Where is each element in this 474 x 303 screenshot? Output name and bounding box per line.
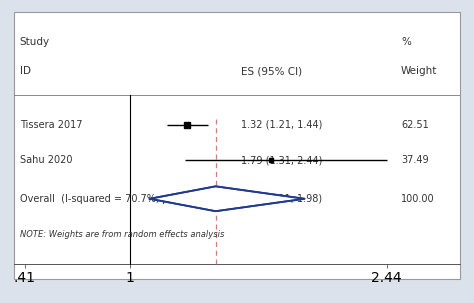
Text: ID: ID	[19, 66, 30, 76]
Text: ES (95% CI): ES (95% CI)	[241, 66, 301, 76]
Text: Tissera 2017: Tissera 2017	[19, 120, 82, 130]
Polygon shape	[150, 186, 305, 211]
Text: 1.32 (1.21, 1.44): 1.32 (1.21, 1.44)	[241, 120, 322, 130]
Text: 37.49: 37.49	[401, 155, 428, 165]
Text: Weight: Weight	[401, 66, 438, 76]
Text: NOTE: Weights are from random effects analysis: NOTE: Weights are from random effects an…	[19, 230, 224, 239]
Text: 1.48 (1.11, 1.98): 1.48 (1.11, 1.98)	[241, 194, 322, 204]
Text: 1.79 (1.31, 2.44): 1.79 (1.31, 2.44)	[241, 155, 322, 165]
Text: 62.51: 62.51	[401, 120, 428, 130]
Text: Sahu 2020: Sahu 2020	[19, 155, 72, 165]
Text: Overall  (I-squared = 70.7%, p = 0.065): Overall (I-squared = 70.7%, p = 0.065)	[19, 194, 214, 204]
Text: %: %	[401, 37, 411, 47]
Text: Study: Study	[19, 37, 50, 47]
Text: 100.00: 100.00	[401, 194, 435, 204]
